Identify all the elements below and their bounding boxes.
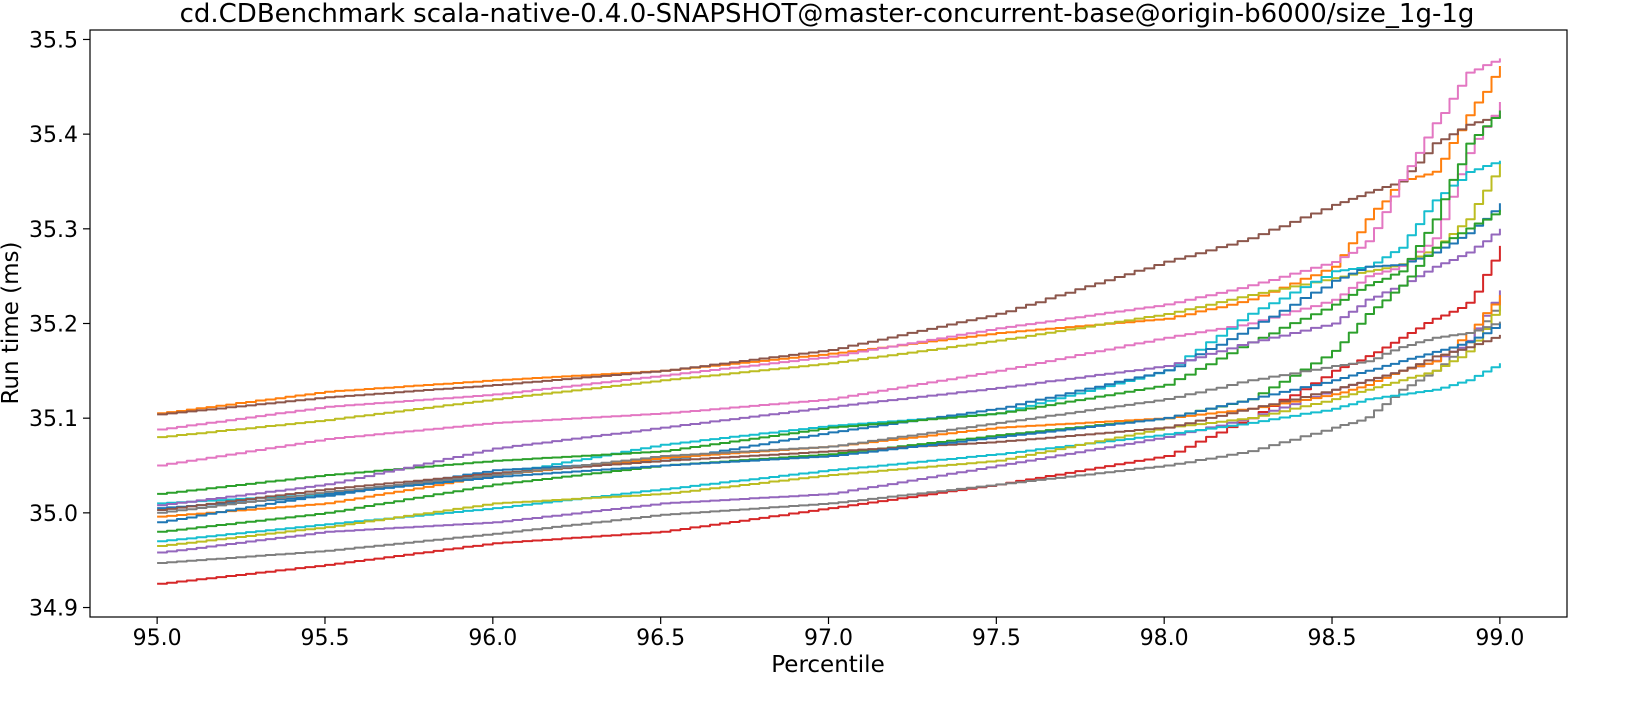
x-axis-label: Percentile (771, 652, 884, 678)
series-line-19 (157, 323, 1501, 524)
y-tick-label: 35.4 (29, 123, 78, 148)
y-tick-label: 35.1 (29, 407, 78, 432)
series-line-10 (157, 209, 1501, 533)
x-tick-label: 98.0 (1140, 626, 1189, 651)
x-axis: 95.0 95.5 96.0 96.5 97.0 97.5 98.0 98.5 99.0 (133, 617, 1524, 651)
series-line-15 (157, 304, 1501, 547)
series-line-4 (157, 162, 1501, 439)
chart-title: cd.CDBenchmark scala-native-0.4.0-SNAPSH… (180, 0, 1475, 29)
series-line-9 (157, 228, 1501, 507)
y-tick-label: 34.9 (29, 597, 78, 622)
x-tick-label: 95.0 (133, 626, 182, 651)
x-tick-label: 95.5 (300, 626, 349, 651)
y-axis: 34.9 35.0 35.1 35.2 35.3 35.4 35.5 (29, 28, 90, 622)
series-line-5 (157, 102, 1501, 467)
series-line-11 (157, 245, 1501, 585)
series-line-13 (157, 290, 1501, 554)
x-tick-label: 96.5 (636, 626, 685, 651)
series-line-18 (157, 321, 1501, 514)
series-line-3 (157, 58, 1501, 431)
x-tick-label: 96.0 (468, 626, 517, 651)
series-line-17 (157, 334, 1501, 511)
series-line-1 (157, 66, 1501, 415)
y-tick-label: 35.2 (29, 313, 78, 338)
x-tick-label: 98.5 (1308, 626, 1357, 651)
series-line-8 (157, 110, 1501, 495)
y-tick-label: 35.0 (29, 502, 78, 527)
x-tick-label: 97.0 (804, 626, 853, 651)
series-group (157, 58, 1501, 585)
y-tick-label: 35.5 (29, 28, 78, 53)
x-tick-label: 97.5 (972, 626, 1021, 651)
y-tick-label: 35.3 (29, 218, 78, 243)
series-line-12 (157, 299, 1501, 564)
series-line-2 (157, 115, 1501, 416)
x-tick-label: 99.0 (1475, 626, 1524, 651)
y-axis-label: Run time (ms) (0, 241, 24, 404)
